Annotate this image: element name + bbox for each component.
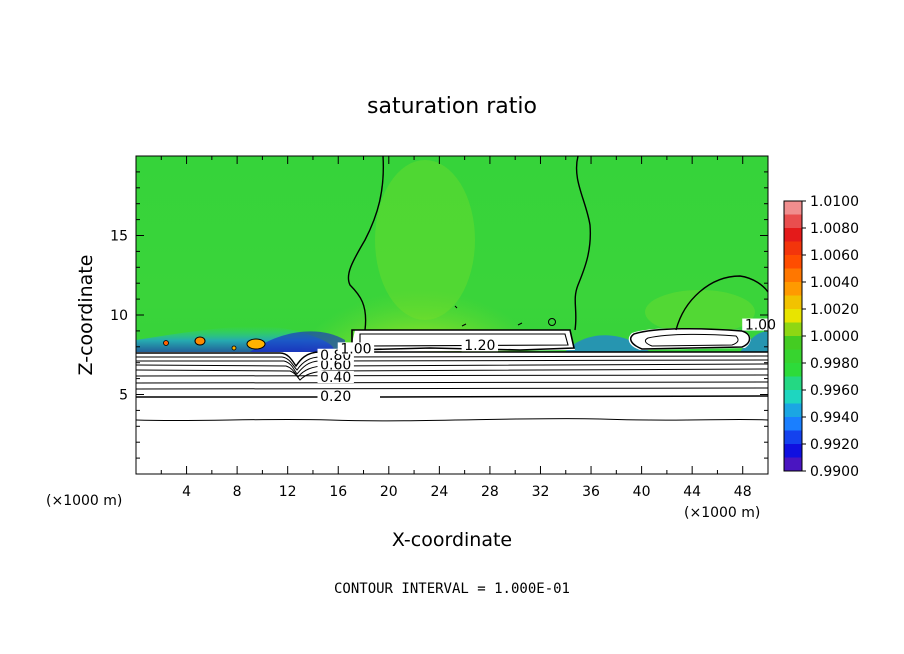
unsaturated-layer (136, 352, 768, 474)
x-tick-label: 44 (683, 484, 701, 500)
contour-label-3: 0.60 (317, 357, 354, 373)
contour-label-bg (337, 342, 375, 355)
x-tick-label: 40 (633, 484, 651, 500)
y-tick-label: 15 (110, 229, 128, 245)
contour-0-20 (136, 395, 768, 398)
contour-label-bg (742, 318, 779, 331)
x-tick-label: 12 (279, 484, 297, 500)
contour-1-00-lower (136, 351, 768, 368)
plot-area (136, 156, 768, 474)
colorbar-swatch-blend (784, 268, 802, 282)
contour-label: 0.20 (320, 389, 351, 405)
x-tick-label: 36 (582, 484, 600, 500)
contour-label-6: 1.20 (461, 338, 499, 354)
y-tick-label: 10 (110, 308, 128, 324)
contour-labels: 0.20 0.40 0.60 0.80 1.00 1.20 1.00 (317, 318, 779, 405)
contour-0-10 (136, 418, 768, 422)
x-tick-label: 48 (734, 484, 752, 500)
colorbar-label: 0.9960 (810, 383, 859, 399)
contour-0-30 (136, 387, 768, 390)
colorbar-label: 1.0000 (810, 329, 859, 345)
x-tick-label: 16 (329, 484, 347, 500)
x-ticks: 4 8 12 16 20 24 28 32 36 40 44 48 (160, 156, 769, 500)
colorbar-label: 0.9940 (810, 410, 859, 426)
colorbar-swatch-blend (784, 295, 802, 309)
colorbar-swatch-blend (784, 430, 802, 444)
contour-label-bg (317, 371, 354, 384)
colorbar-swatch-blend (784, 403, 802, 417)
warm-region-right (645, 290, 755, 334)
dry-core-right (740, 331, 768, 352)
x-tick-label: 24 (430, 484, 448, 500)
colorbar-label: 0.9980 (810, 356, 859, 372)
x-scale-note-right: (×1000 m) (684, 505, 760, 521)
contour-label-1: 0.20 (317, 389, 354, 405)
contour-interval-note: CONTOUR INTERVAL = 1.000E-01 (334, 581, 570, 597)
x-tick-label: 4 (182, 484, 191, 500)
y-ticks: 5 10 15 (110, 171, 768, 459)
contour-0-90 (136, 355, 768, 371)
contour-label-bg (461, 339, 499, 352)
x-axis-label: X-coordinate (392, 529, 512, 551)
y-axis-label: Z-coordinate (75, 255, 97, 376)
contour-0-80 (136, 359, 768, 375)
colorbar-swatch-blend (784, 322, 802, 336)
x-tick-label: 8 (233, 484, 242, 500)
colorbar-swatch-blend (784, 376, 802, 390)
contour-left-plume (347, 156, 385, 331)
colorbar-swatch-blend (784, 349, 802, 363)
warm-plume (375, 160, 475, 320)
moist-spot-3 (163, 340, 169, 346)
contour-right-plume (574, 156, 592, 331)
contour-label: 1.00 (340, 341, 371, 357)
colorbar-swatch-blend (784, 457, 802, 471)
contour-label-7: 1.00 (742, 318, 779, 334)
dry-core-left (250, 331, 345, 352)
contour-label-bg (317, 390, 354, 403)
contour-fragments (454, 305, 523, 327)
colorbar-label: 1.0040 (810, 275, 859, 291)
chart-title: saturation ratio (367, 94, 537, 119)
contour-label: 1.20 (464, 338, 495, 354)
contour-label: 0.40 (320, 370, 351, 386)
colorbar-label: 0.9920 (810, 437, 859, 453)
colorbar-label: 0.9900 (810, 464, 859, 480)
colorbar-label: 1.0080 (810, 221, 859, 237)
y-tick-label: 5 (119, 388, 128, 404)
contour-cloud-right-inner (644, 333, 739, 347)
contour-label: 0.60 (320, 357, 351, 373)
dry-core-middle (565, 335, 650, 352)
contour-cloud-inner (359, 333, 569, 347)
contour-label: 1.00 (745, 318, 776, 334)
x-tick-label: 32 (532, 484, 550, 500)
colorbar-swatch-blend (784, 214, 802, 228)
colorbar: 1.0100 1.0080 1.0060 1.0040 1.0020 1.0000 0.99… (783, 194, 859, 480)
contour-0-50 (136, 374, 768, 377)
x-tick-label: 20 (380, 484, 398, 500)
contour-cloud-right-outer (629, 327, 751, 350)
moist-spot-4 (231, 345, 237, 351)
x-scale-note-left: (×1000 m) (46, 493, 122, 509)
contour-label-5: 1.00 (337, 341, 375, 357)
colorbar-label: 1.0060 (810, 248, 859, 264)
colorbar-label: 1.0100 (810, 194, 859, 210)
colorbar-swatch-blend (784, 241, 802, 255)
x-tick-label: 28 (481, 484, 499, 500)
moist-spot-5 (548, 318, 556, 326)
moist-spot-1 (194, 336, 206, 346)
contour-label-bg (317, 358, 354, 371)
contour-label-2: 0.40 (317, 370, 354, 386)
supersaturated-cloud-2 (628, 328, 751, 350)
moist-spot-2 (246, 338, 266, 350)
colorbar-label: 1.0020 (810, 302, 859, 318)
contour-right-dome (675, 275, 768, 331)
contour-0-40 (136, 381, 768, 384)
